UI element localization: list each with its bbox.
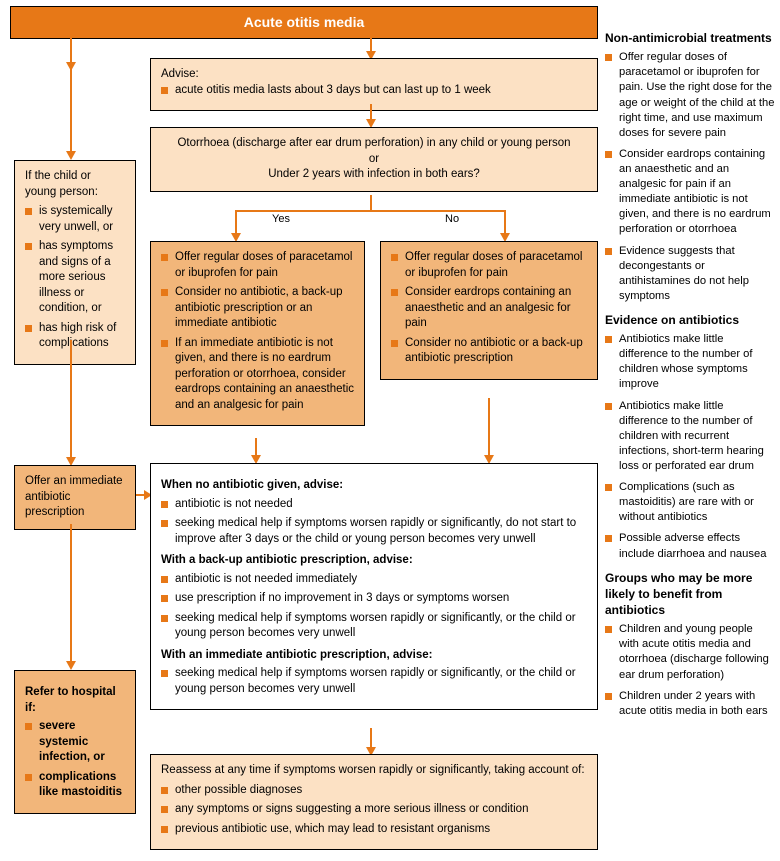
arrow-icon bbox=[66, 151, 76, 160]
list-item: is systemically very unwell, or bbox=[25, 204, 125, 235]
list-item: any symptoms or signs suggesting a more … bbox=[161, 802, 587, 818]
advise-list: acute otitis media lasts about 3 days bu… bbox=[161, 83, 587, 99]
refer-label: Refer to hospital if: bbox=[25, 685, 125, 716]
reassess-list: other possible diagnoses any symptoms or… bbox=[161, 783, 587, 838]
no-path-box: Offer regular doses of paracetamol or ib… bbox=[380, 241, 598, 380]
refer-box: Refer to hospital if: severe systemic in… bbox=[14, 670, 136, 814]
refer-list: severe systemic infection, or complicati… bbox=[25, 719, 125, 801]
list-item: Offer regular doses of paracetamol or ib… bbox=[605, 50, 775, 141]
sidebar-h2: Evidence on antibiotics bbox=[605, 312, 775, 328]
list-item: antibiotic is not needed bbox=[161, 497, 587, 513]
list-item: Offer regular doses of paracetamol or ib… bbox=[391, 250, 587, 281]
decision-box: Otorrhoea (discharge after ear drum perf… bbox=[150, 127, 598, 192]
list-item: seeking medical help if symptoms worsen … bbox=[161, 516, 587, 547]
advice-h2: With a back-up antibiotic prescription, … bbox=[161, 553, 587, 569]
decision-or: or bbox=[161, 152, 587, 168]
decision-line2: Under 2 years with infection in both ear… bbox=[161, 167, 587, 183]
list-item: Evidence suggests that decongestants or … bbox=[605, 244, 775, 304]
list-item: Children under 2 years with acute otitis… bbox=[605, 689, 775, 719]
sidebar: Non-antimicrobial treatments Offer regul… bbox=[605, 30, 775, 725]
arrow-line bbox=[70, 524, 72, 664]
advice-l2: antibiotic is not needed immediately use… bbox=[161, 572, 587, 642]
yes-path-box: Offer regular doses of paracetamol or ib… bbox=[150, 241, 365, 426]
list-item: previous antibiotic use, which may lead … bbox=[161, 822, 587, 838]
list-item: seeking medical help if symptoms worsen … bbox=[161, 666, 587, 697]
sidebar-h1: Non-antimicrobial treatments bbox=[605, 30, 775, 46]
list-item: acute otitis media lasts about 3 days bu… bbox=[161, 83, 587, 99]
advice-l3: seeking medical help if symptoms worsen … bbox=[161, 666, 587, 697]
list-item: severe systemic infection, or bbox=[25, 719, 125, 766]
list-item: has symptoms and signs of a more serious… bbox=[25, 239, 125, 317]
reassess-label: Reassess at any time if symptoms worsen … bbox=[161, 763, 587, 779]
list-item: If an immediate antibiotic is not given,… bbox=[161, 336, 354, 414]
decision-line1: Otorrhoea (discharge after ear drum perf… bbox=[161, 136, 587, 152]
list-item: Complications (such as mastoiditis) are … bbox=[605, 480, 775, 525]
no-path-list: Offer regular doses of paracetamol or ib… bbox=[391, 250, 587, 367]
list-item: Antibiotics make little difference to th… bbox=[605, 332, 775, 392]
yes-path-list: Offer regular doses of paracetamol or ib… bbox=[161, 250, 354, 413]
arrow-line bbox=[488, 398, 490, 458]
advise-box: Advise: acute otitis media lasts about 3… bbox=[150, 58, 598, 111]
advise-label: Advise: bbox=[161, 67, 587, 83]
arrow-line bbox=[370, 195, 372, 210]
sidebar-l3: Children and young people with acute oti… bbox=[605, 622, 775, 719]
list-item: antibiotic is not needed immediately bbox=[161, 572, 587, 588]
arrow-line bbox=[70, 32, 72, 154]
arrow-icon bbox=[66, 62, 76, 71]
list-item: other possible diagnoses bbox=[161, 783, 587, 799]
list-item: Consider no antibiotic, a back-up antibi… bbox=[161, 285, 354, 332]
list-item: Possible adverse effects include diarrho… bbox=[605, 531, 775, 561]
advice-block: When no antibiotic given, advise: antibi… bbox=[150, 463, 598, 710]
advice-h3: With an immediate antibiotic prescriptio… bbox=[161, 648, 587, 664]
list-item: has high risk of complications bbox=[25, 321, 125, 352]
advice-h1: When no antibiotic given, advise: bbox=[161, 478, 587, 494]
if-child-box: If the child or young person: is systemi… bbox=[14, 160, 136, 365]
advice-l1: antibiotic is not needed seeking medical… bbox=[161, 497, 587, 548]
title-bar: Acute otitis media bbox=[10, 6, 598, 39]
list-item: Children and young people with acute oti… bbox=[605, 622, 775, 682]
list-item: Consider eardrops containing an anaesthe… bbox=[391, 285, 587, 332]
list-item: Offer regular doses of paracetamol or ib… bbox=[161, 250, 354, 281]
arrow-icon bbox=[66, 661, 76, 670]
arrow-line bbox=[70, 340, 72, 460]
offer-rx-box: Offer an immediate antibiotic prescripti… bbox=[14, 465, 136, 530]
list-item: Antibiotics make little difference to th… bbox=[605, 399, 775, 475]
title-text: Acute otitis media bbox=[244, 14, 365, 30]
list-item: seeking medical help if symptoms worsen … bbox=[161, 611, 587, 642]
list-item: Consider no antibiotic or a back-up anti… bbox=[391, 336, 587, 367]
if-child-label: If the child or young person: bbox=[25, 169, 125, 200]
no-label: No bbox=[445, 213, 459, 225]
list-item: use prescription if no improvement in 3 … bbox=[161, 591, 587, 607]
list-item: Consider eardrops containing an anaesthe… bbox=[605, 147, 775, 238]
sidebar-h3: Groups who may be more likely to benefit… bbox=[605, 570, 775, 619]
list-item: complications like mastoiditis bbox=[25, 770, 125, 801]
branch-line bbox=[235, 210, 505, 212]
sidebar-l2: Antibiotics make little difference to th… bbox=[605, 332, 775, 562]
yes-label: Yes bbox=[272, 213, 290, 225]
offer-rx-text: Offer an immediate antibiotic prescripti… bbox=[25, 475, 123, 518]
sidebar-l1: Offer regular doses of paracetamol or ib… bbox=[605, 50, 775, 304]
if-child-list: is systemically very unwell, or has symp… bbox=[25, 204, 125, 352]
reassess-box: Reassess at any time if symptoms worsen … bbox=[150, 754, 598, 850]
